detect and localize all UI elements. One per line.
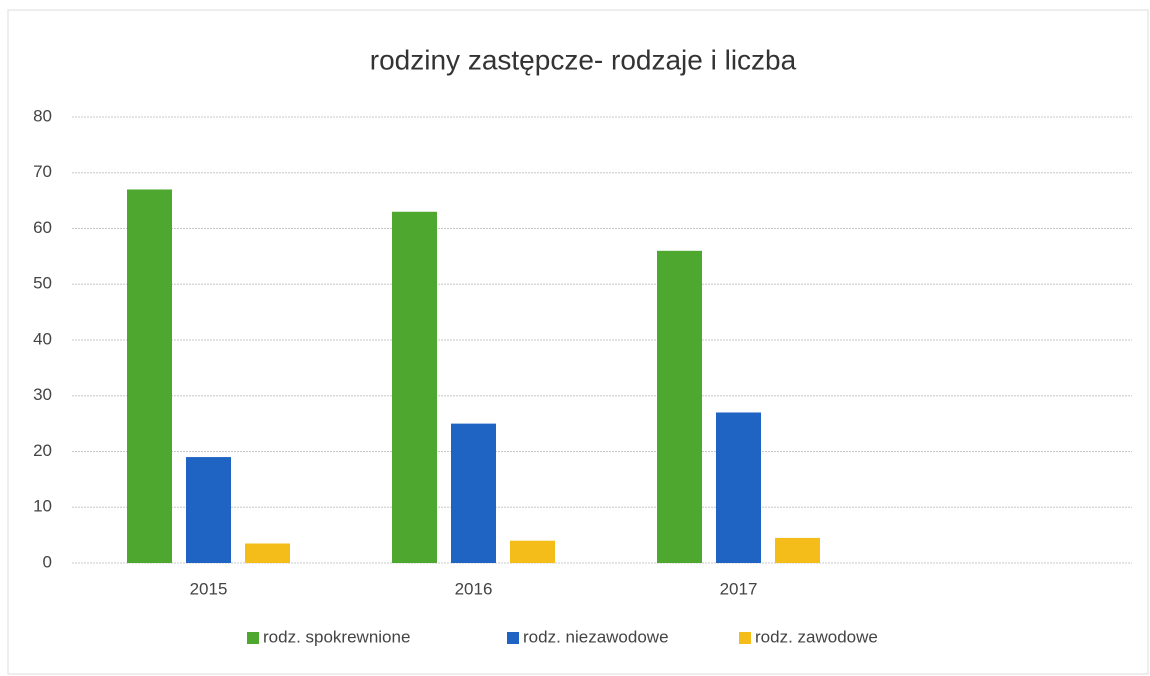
legend-label: rodz. niezawodowe: [523, 627, 669, 646]
x-tick-label: 2017: [720, 579, 758, 598]
legend-label: rodz. zawodowe: [755, 627, 878, 646]
y-tick-label: 60: [33, 218, 52, 237]
y-tick-label: 0: [43, 552, 52, 571]
y-tick-label: 30: [33, 385, 52, 404]
chart-title: rodziny zastępcze- rodzaje i liczba: [370, 44, 797, 75]
bar: [127, 189, 172, 563]
x-tick-label: 2016: [455, 579, 493, 598]
bar: [392, 211, 437, 563]
legend-swatch: [739, 632, 751, 644]
legend-label: rodz. spokrewnione: [263, 627, 410, 646]
legend-swatch: [247, 632, 259, 644]
y-tick-label: 20: [33, 441, 52, 460]
bar: [451, 423, 496, 563]
y-tick-label: 10: [33, 497, 52, 516]
y-tick-label: 50: [33, 274, 52, 293]
chart-frame: [7, 9, 1149, 675]
bar: [775, 537, 820, 563]
bar: [657, 250, 702, 564]
bar: [186, 457, 231, 563]
bar: [716, 412, 761, 563]
y-tick-label: 70: [33, 162, 52, 181]
bar: [510, 540, 555, 563]
legend-swatch: [507, 632, 519, 644]
bar: [245, 543, 290, 563]
y-tick-label: 80: [33, 106, 52, 125]
x-tick-label: 2015: [190, 579, 228, 598]
y-tick-label: 40: [33, 329, 52, 348]
